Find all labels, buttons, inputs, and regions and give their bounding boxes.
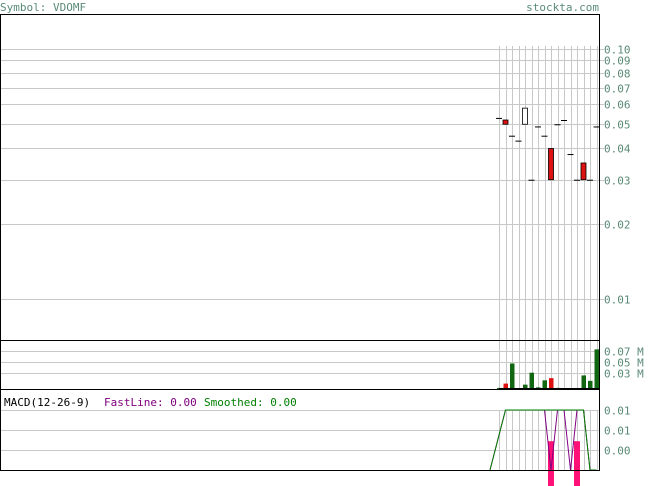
macd-panel-frame <box>0 389 600 471</box>
volume-tick-label: 0.05 M <box>604 357 644 370</box>
symbol-label: Symbol: VDOMF <box>0 1 86 14</box>
candle-down <box>548 148 554 181</box>
volume-tick-label: 0.03 M <box>604 368 644 381</box>
price-tick-label: 0.02 <box>604 219 631 232</box>
volume-bar <box>549 378 554 389</box>
volume-bar <box>523 384 528 389</box>
price-tick-label: 0.03 <box>604 175 631 188</box>
macd-histogram <box>548 441 580 486</box>
price-candles <box>496 107 600 181</box>
price-tick-label: 0.04 <box>604 143 631 156</box>
volume-bar <box>510 363 515 389</box>
macd-fastline-label: FastLine: 0.00 <box>104 396 197 409</box>
macd-smoothed-line <box>489 409 597 471</box>
candle-up <box>522 107 528 125</box>
macd-tick-label: 0.01 <box>604 405 631 418</box>
price-tick-label: 0.01 <box>604 294 631 307</box>
macd-histogram-bar <box>548 441 554 486</box>
volume-bar <box>581 375 586 389</box>
volume-tick-label: 0.07 M <box>604 346 644 359</box>
volume-bar <box>588 380 593 389</box>
volume-bar <box>503 383 508 389</box>
candle-down <box>580 162 587 181</box>
price-tick-label: 0.06 <box>604 99 631 112</box>
macd-histogram-bar <box>574 441 580 486</box>
price-tick-label: 0.10 <box>604 44 631 57</box>
price-tick-label: 0.05 <box>604 119 631 132</box>
macd-tick-label: 0.00 <box>604 445 631 458</box>
price-tick-label: 0.09 <box>604 55 631 68</box>
macd-smoothed-label: Smoothed: 0.00 <box>204 396 297 409</box>
macd-lines <box>489 409 597 471</box>
volume-bar <box>542 380 547 389</box>
macd-title: MACD(12-26-9) <box>4 396 90 409</box>
volume-bar <box>529 372 534 389</box>
macd-axis: 0.01 0.01 0.00 <box>604 405 631 458</box>
volume-bar <box>594 349 599 389</box>
price-axis: 0.01 0.02 0.03 0.04 0.05 0.06 0.07 0.080.090.10 <box>600 44 631 307</box>
site-label: stockta.com <box>526 1 599 14</box>
volume-axis: 0.07 M0.05 M0.03 M <box>604 346 644 381</box>
macd-tick-label: 0.01 <box>604 425 631 438</box>
volume-bars <box>497 349 599 389</box>
candle-down <box>502 119 509 125</box>
price-tick-label: 0.07 <box>604 83 631 96</box>
date-gridlines <box>499 46 598 470</box>
price-tick-label: 0.08 <box>604 68 631 81</box>
